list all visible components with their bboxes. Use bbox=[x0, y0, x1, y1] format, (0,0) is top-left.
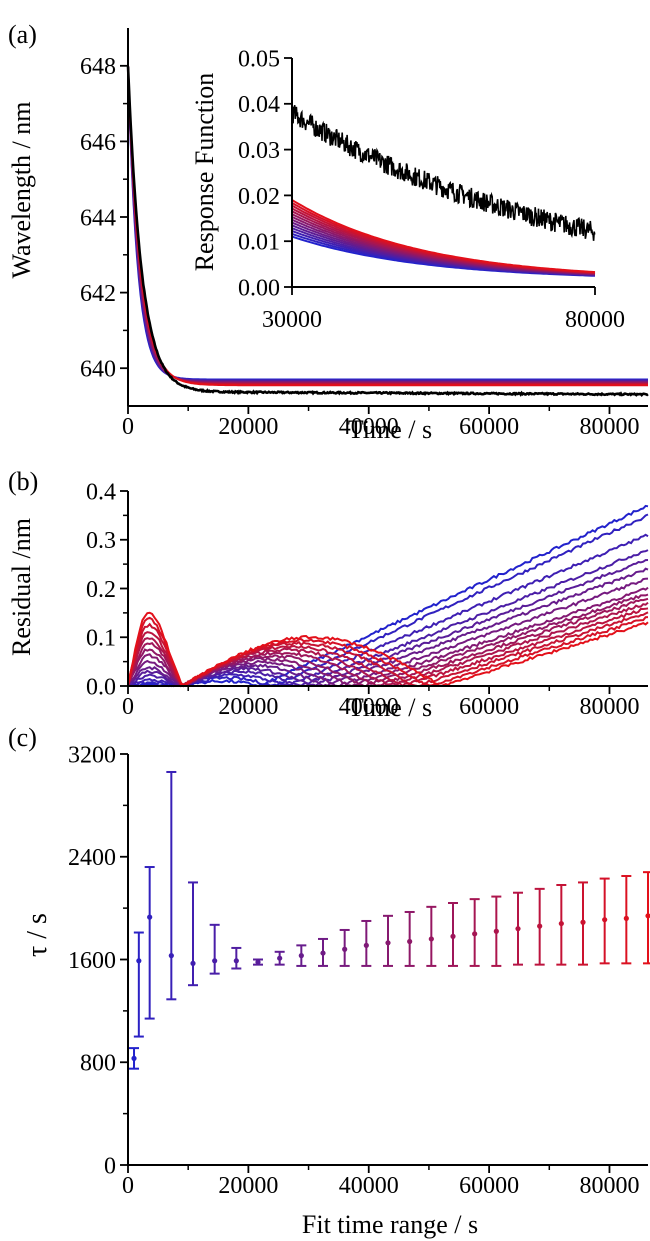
tau-point bbox=[320, 950, 325, 955]
tau-point bbox=[169, 953, 174, 958]
y-tick-label: 0.01 bbox=[238, 230, 280, 256]
tau-point bbox=[342, 947, 347, 952]
y-tick-label: 0.00 bbox=[238, 275, 280, 301]
y-tick-label: 642 bbox=[80, 281, 116, 307]
x-tick-label: 80000 bbox=[579, 1173, 639, 1199]
inset-a: 30000 80000 0.00 0.01 0.02 0.03 0.04 0.05 Respo… bbox=[190, 46, 625, 333]
residual-curve bbox=[128, 550, 648, 686]
x-tick-label: 60000 bbox=[459, 414, 519, 440]
x-tick-label: 80000 bbox=[579, 694, 639, 720]
y-tick-label: 2400 bbox=[68, 845, 116, 871]
panel-b-plot bbox=[128, 506, 648, 686]
tau-point bbox=[385, 940, 390, 945]
tau-point bbox=[136, 958, 141, 963]
y-tick-label: 0.2 bbox=[86, 577, 116, 603]
tau-point bbox=[602, 917, 607, 922]
x-tick-label: 80000 bbox=[579, 414, 639, 440]
y-tick-label: 0.3 bbox=[86, 528, 116, 554]
tau-point bbox=[515, 926, 520, 931]
tau-point bbox=[234, 958, 239, 963]
y-tick-label: 0 bbox=[104, 1153, 116, 1179]
y-tick-label: 648 bbox=[80, 54, 116, 80]
tau-point bbox=[299, 953, 304, 958]
panel-a-xlabel: Time / s bbox=[348, 415, 432, 444]
tau-point bbox=[645, 913, 650, 918]
tau-point bbox=[624, 916, 629, 921]
tau-point bbox=[559, 921, 564, 926]
panel-b: (b) 0 20000 40000 60000 800000.00.10.20.30.4… bbox=[7, 467, 648, 722]
x-tick-label: 30000 bbox=[262, 307, 322, 333]
y-tick-label: 640 bbox=[80, 357, 116, 383]
tau-point bbox=[147, 915, 152, 920]
inset-background bbox=[292, 58, 595, 287]
y-tick-label: 0.04 bbox=[238, 92, 280, 118]
tau-point bbox=[212, 958, 217, 963]
panel-c-xlabel: Fit time range / s bbox=[302, 1210, 478, 1239]
y-tick-label: 646 bbox=[80, 130, 116, 156]
y-tick-label: 0.02 bbox=[238, 184, 280, 210]
panel-c-label: (c) bbox=[8, 723, 37, 752]
y-tick-label: 0.0 bbox=[86, 674, 116, 700]
panel-b-label: (b) bbox=[8, 467, 38, 496]
tau-point bbox=[190, 961, 195, 966]
y-tick-label: 800 bbox=[80, 1051, 116, 1077]
panel-a: (a) 0 20000 40000 60000 80000640642644646648… bbox=[7, 20, 648, 444]
tau-point bbox=[407, 939, 412, 944]
x-tick-label: 0 bbox=[122, 414, 134, 440]
inset-ylabel: Response Function bbox=[190, 73, 219, 272]
x-tick-label: 60000 bbox=[459, 1173, 519, 1199]
x-tick-label: 20000 bbox=[218, 1173, 278, 1199]
x-tick-label: 80000 bbox=[565, 307, 625, 333]
x-tick-label: 20000 bbox=[218, 414, 278, 440]
x-tick-label: 40000 bbox=[339, 1173, 399, 1199]
tau-point bbox=[277, 956, 282, 961]
panel-c-ylabel: τ / s bbox=[22, 913, 53, 957]
y-tick-label: 0.4 bbox=[86, 479, 116, 505]
panel-c: (c) 0 20000 40000 60000 80000 0 800 1600 2400 320… bbox=[8, 723, 650, 1239]
y-tick-label: 1600 bbox=[68, 948, 116, 974]
y-tick-label: 0.1 bbox=[86, 626, 116, 652]
x-tick-label: 60000 bbox=[459, 694, 519, 720]
tau-point bbox=[364, 943, 369, 948]
x-tick-label: 20000 bbox=[218, 694, 278, 720]
tau-point bbox=[450, 934, 455, 939]
y-tick-label: 644 bbox=[80, 205, 116, 231]
panel-c-plot bbox=[129, 772, 650, 1069]
panel-a-label: (a) bbox=[8, 20, 37, 49]
panel-b-xlabel: Time / s bbox=[348, 693, 432, 722]
tau-point bbox=[472, 931, 477, 936]
tau-point bbox=[429, 936, 434, 941]
panel-c-axes: 0 20000 40000 60000 80000 0 800 1600 2400 3200 bbox=[68, 742, 648, 1199]
y-tick-label: 0.03 bbox=[238, 138, 280, 164]
y-tick-label: 3200 bbox=[68, 742, 116, 768]
tau-point bbox=[494, 929, 499, 934]
tau-point bbox=[255, 959, 260, 964]
inset-plot bbox=[292, 58, 595, 287]
x-tick-label: 0 bbox=[122, 694, 134, 720]
residual-curve bbox=[128, 515, 648, 687]
panel-a-ylabel: Wavelength / nm bbox=[7, 102, 36, 279]
y-tick-label: 0.05 bbox=[238, 46, 280, 72]
x-tick-label: 0 bbox=[122, 1173, 134, 1199]
tau-point bbox=[580, 920, 585, 925]
tau-point bbox=[537, 924, 542, 929]
tau-point bbox=[131, 1056, 136, 1061]
panel-b-ylabel: Residual /nm bbox=[7, 518, 36, 656]
